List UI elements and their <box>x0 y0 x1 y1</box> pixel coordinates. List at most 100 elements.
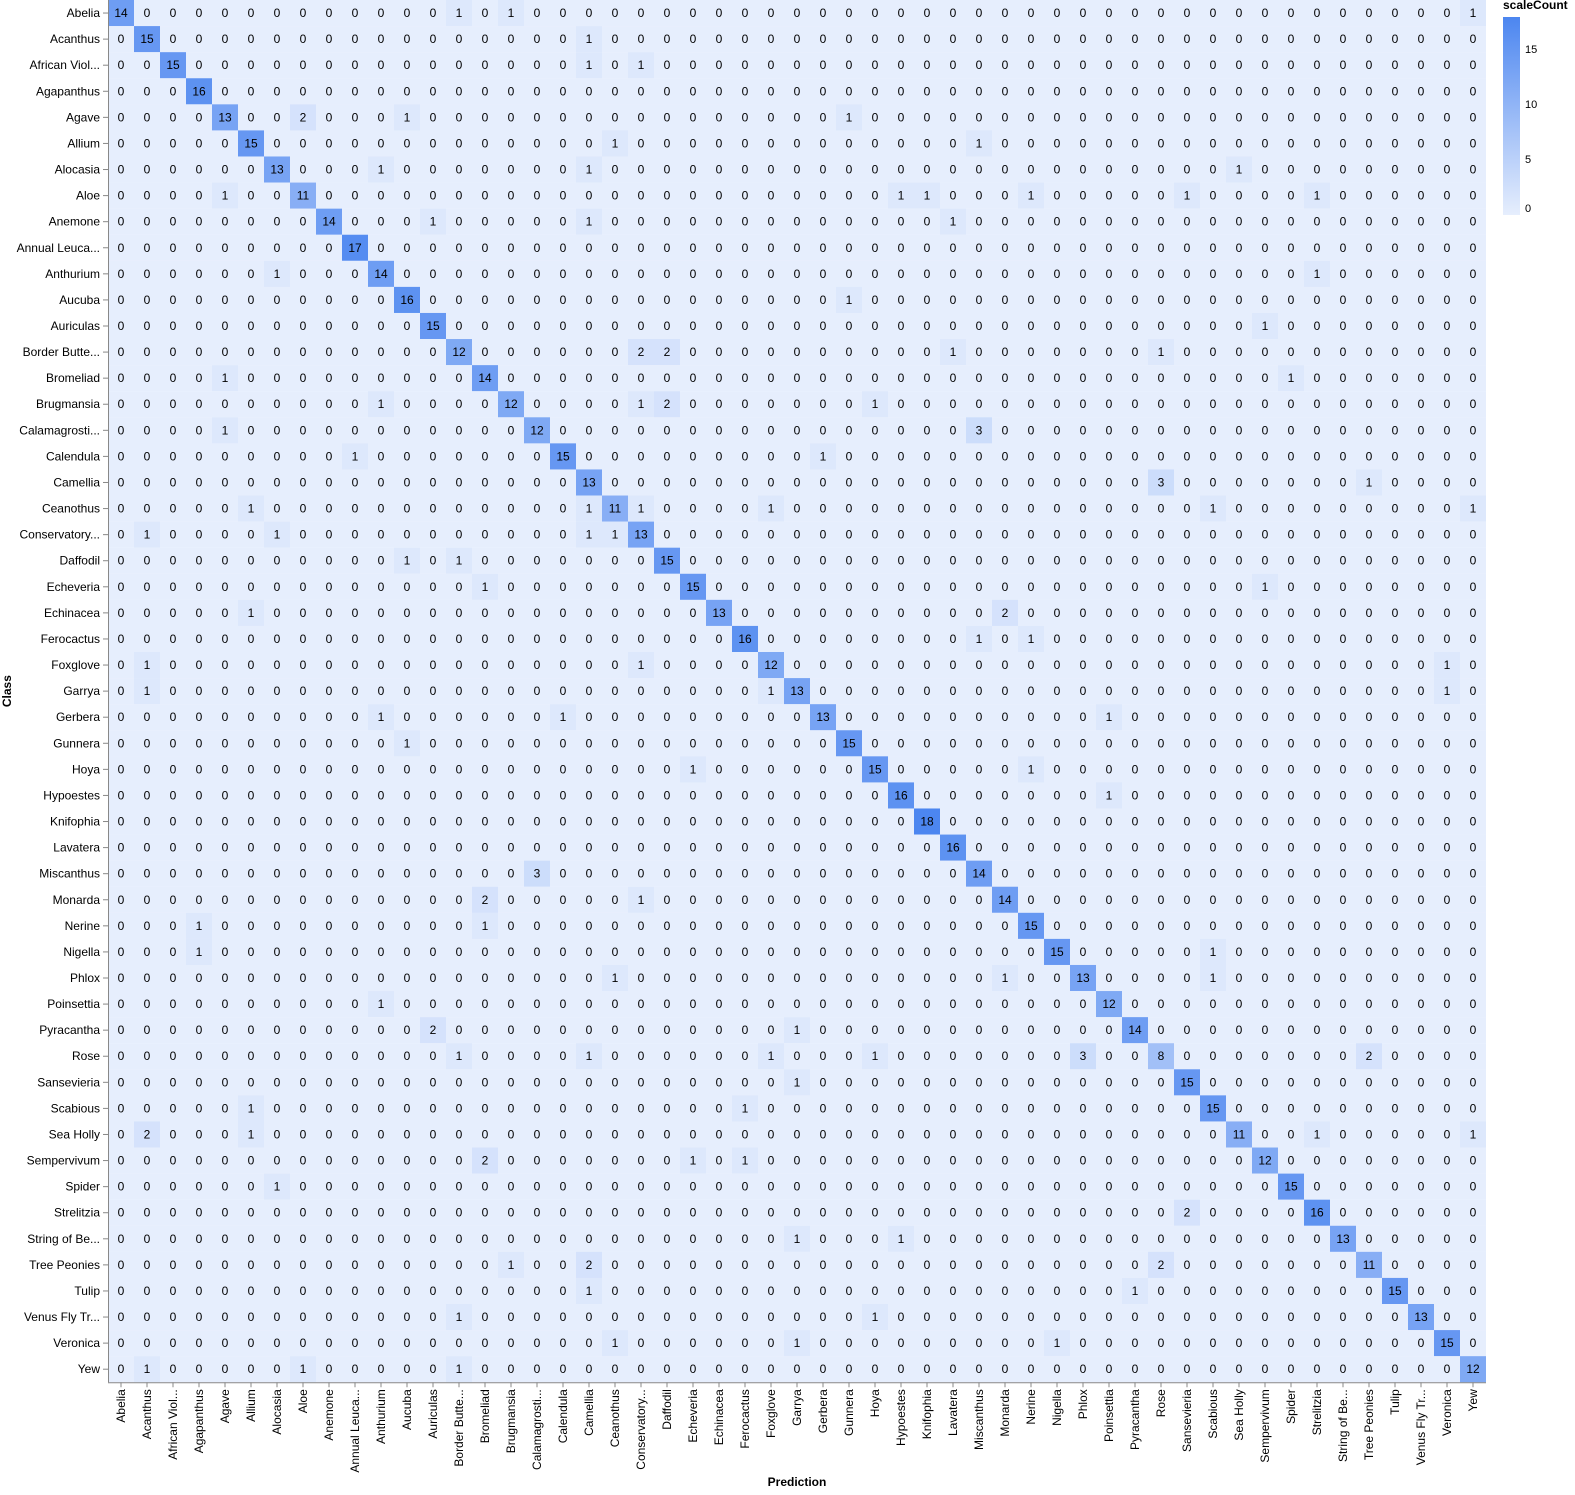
cell-value-label: 0 <box>846 971 853 985</box>
cell-value-label: 0 <box>300 1154 307 1168</box>
cell-value-label: 0 <box>118 632 125 646</box>
cell-value-label: 0 <box>222 893 229 907</box>
cell-value-label: 0 <box>1236 423 1243 437</box>
cell-value-label: 1 <box>1470 6 1477 20</box>
heatmap-cell <box>1460 52 1486 79</box>
cell-value-label: 0 <box>664 449 671 463</box>
cell-value-label: 0 <box>1106 449 1113 463</box>
cell-value-label: 0 <box>248 1154 255 1168</box>
heatmap-cell <box>1434 312 1460 340</box>
cell-value-label: 0 <box>976 919 983 933</box>
cell-value-label: 0 <box>1444 736 1451 750</box>
heatmap-cell <box>446 286 472 314</box>
heatmap-cell <box>1200 182 1226 209</box>
cell-value-label: 0 <box>820 841 827 855</box>
cell-value-label: 0 <box>950 762 957 776</box>
heatmap-cell <box>602 156 628 183</box>
cell-value-label: 0 <box>1158 163 1165 177</box>
cell-value-label: 0 <box>1028 502 1035 516</box>
cell-value-label: 0 <box>1054 163 1061 177</box>
heatmap-cell <box>758 26 784 53</box>
heatmap-cell <box>446 339 472 366</box>
cell-value-label: 0 <box>820 241 827 255</box>
cell-value-label: 0 <box>300 1180 307 1194</box>
cell-value-label: 0 <box>1080 945 1087 959</box>
heatmap-cell <box>1174 156 1200 183</box>
cell-value-label: 0 <box>898 110 905 124</box>
cell-value-label: 0 <box>560 345 567 359</box>
cell-value-label: 8 <box>1158 1049 1165 1063</box>
cell-value-label: 1 <box>1366 475 1373 489</box>
cell-value-label: 0 <box>248 1049 255 1063</box>
cell-value-label: 0 <box>638 371 645 385</box>
cell-value-label: 0 <box>1418 1154 1425 1168</box>
cell-value-label: 0 <box>586 371 593 385</box>
heatmap-cell <box>1382 156 1408 183</box>
cell-value-label: 0 <box>1158 136 1165 150</box>
cell-value-label: 0 <box>716 867 723 881</box>
cell-value-label: 0 <box>1132 736 1139 750</box>
cell-value-label: 0 <box>1184 762 1191 776</box>
heatmap-cell <box>628 312 654 340</box>
cell-value-label: 1 <box>820 449 827 463</box>
cell-value-label: 0 <box>456 684 463 698</box>
cell-value-label: 0 <box>1080 58 1087 72</box>
cell-value-label: 0 <box>768 84 775 98</box>
heatmap-cell <box>1122 260 1148 287</box>
heatmap-cell <box>394 208 420 235</box>
cell-value-label: 0 <box>222 867 229 881</box>
cell-value-label: 0 <box>1470 841 1477 855</box>
cell-value-label: 0 <box>664 241 671 255</box>
cell-value-label: 0 <box>1184 684 1191 698</box>
cell-value-label: 0 <box>638 1206 645 1220</box>
cell-value-label: 0 <box>742 1206 749 1220</box>
cell-value-label: 0 <box>404 1206 411 1220</box>
cell-value-label: 0 <box>1002 736 1009 750</box>
heatmap-cell <box>1408 260 1434 287</box>
heatmap-cell <box>1330 208 1356 235</box>
cell-value-label: 0 <box>1392 528 1399 542</box>
cell-value-label: 0 <box>482 1127 489 1141</box>
heatmap-cell <box>810 312 836 340</box>
cell-value-label: 0 <box>716 658 723 672</box>
cell-value-label: 0 <box>1054 971 1061 985</box>
cell-value-label: 0 <box>170 528 177 542</box>
cell-value-label: 3 <box>1080 1049 1087 1063</box>
cell-value-label: 0 <box>300 815 307 829</box>
heatmap-cell <box>1200 234 1226 261</box>
cell-value-label: 0 <box>820 423 827 437</box>
cell-value-label: 0 <box>1028 736 1035 750</box>
cell-value-label: 0 <box>170 502 177 516</box>
cell-value-label: 0 <box>1340 762 1347 776</box>
cell-value-label: 0 <box>196 658 203 672</box>
cell-value-label: 0 <box>1132 580 1139 594</box>
heatmap-cell <box>472 0 498 27</box>
heatmap-cell <box>862 0 888 27</box>
cell-value-label: 0 <box>768 762 775 776</box>
heatmap-cell <box>940 286 966 314</box>
cell-value-label: 0 <box>586 1101 593 1115</box>
cell-value-label: 0 <box>534 841 541 855</box>
cell-value-label: 0 <box>300 345 307 359</box>
heatmap-cell <box>212 52 238 79</box>
cell-value-label: 0 <box>1028 788 1035 802</box>
heatmap-cell <box>238 234 264 261</box>
cell-value-label: 0 <box>1418 658 1425 672</box>
cell-value-label: 0 <box>222 710 229 724</box>
cell-value-label: 0 <box>1444 58 1451 72</box>
cell-value-label: 0 <box>924 971 931 985</box>
heatmap-cell <box>1278 104 1304 131</box>
cell-value-label: 0 <box>534 397 541 411</box>
cell-value-label: 0 <box>274 110 281 124</box>
cell-value-label: 0 <box>508 1075 515 1089</box>
heatmap-cell <box>498 208 524 235</box>
cell-value-label: 0 <box>1366 189 1373 203</box>
cell-value-label: 0 <box>924 1180 931 1194</box>
cell-value-label: 0 <box>144 136 151 150</box>
cell-value-label: 0 <box>170 293 177 307</box>
cell-value-label: 0 <box>248 762 255 776</box>
cell-value-label: 0 <box>1314 1180 1321 1194</box>
heatmap-cell <box>108 182 134 209</box>
heatmap-cell <box>1408 312 1434 340</box>
heatmap-cell <box>784 286 810 314</box>
